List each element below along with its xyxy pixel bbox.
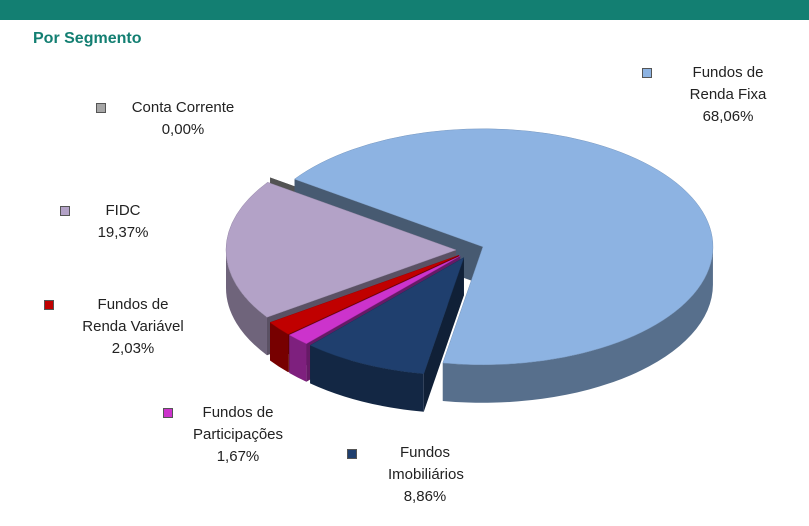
value-label: 8,86% [403, 488, 447, 505]
data-label: Conta Corrente 0,00% [100, 97, 240, 141]
data-label: FIDC 19,37% [60, 200, 160, 244]
slice-wall [270, 322, 289, 373]
slice [294, 128, 714, 366]
category-label: Fundos de Renda Fixa [689, 64, 767, 103]
legend-marker [163, 408, 173, 418]
category-label: Fundos de Participações [192, 404, 284, 443]
legend-marker [44, 300, 54, 310]
legend-marker [60, 206, 70, 216]
value-label: 0,00% [161, 121, 205, 138]
category-label: Fundos de Renda Variável [82, 296, 184, 335]
header-bar [0, 0, 809, 20]
data-label: Fundos de Renda Fixa 68,06% [655, 62, 775, 128]
legend-marker [642, 68, 652, 78]
slice-wall [289, 334, 307, 382]
slice-wall [442, 246, 713, 403]
slice-wall [310, 345, 424, 412]
data-label: Fundos de Participações 1,67% [160, 402, 290, 468]
slice [309, 257, 465, 375]
slice [225, 182, 457, 318]
value-label: 1,67% [216, 448, 260, 465]
category-label: FIDC [105, 202, 141, 219]
legend-marker [96, 103, 106, 113]
chart-title: Por Segmento [33, 30, 142, 47]
data-label: Fundos Imobiliários 8,86% [362, 442, 464, 508]
slice-wall [226, 249, 267, 356]
category-label: Fundos Imobiliários [388, 444, 464, 483]
value-label: 68,06% [702, 108, 754, 125]
value-label: 19,37% [97, 224, 149, 241]
category-label: Conta Corrente [131, 99, 235, 116]
legend-marker [347, 449, 357, 459]
slice [269, 254, 460, 335]
data-label: Fundos de Renda Variável 2,03% [50, 294, 190, 360]
slice [288, 255, 461, 344]
value-label: 2,03% [111, 340, 155, 357]
